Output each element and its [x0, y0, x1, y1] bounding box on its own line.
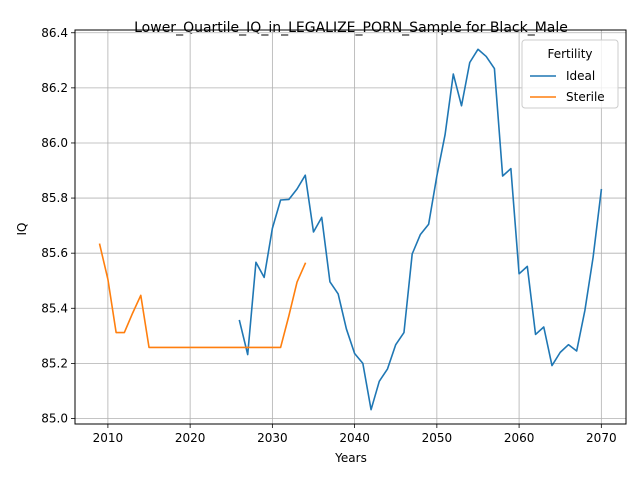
y-tick-label: 86.0 — [41, 136, 68, 150]
y-tick-label: 85.4 — [41, 301, 68, 315]
legend-box — [521, 39, 619, 109]
y-axis-label: IQ — [15, 223, 29, 236]
y-tick-label: 86.4 — [41, 26, 68, 40]
x-tick-label: 2020 — [175, 431, 206, 445]
y-tick-label: 85.8 — [41, 191, 68, 205]
x-tick-label: 2030 — [257, 431, 288, 445]
legend: Fertility Ideal Sterile — [521, 39, 619, 109]
y-tick-label: 85.2 — [41, 356, 68, 370]
chart-title: Lower_Quartile_IQ_in_LEGALIZE_PORN_Sampl… — [134, 20, 568, 36]
x-tick-label: 2010 — [93, 431, 124, 445]
x-tick-label: 2060 — [504, 431, 535, 445]
x-tick-label: 2050 — [422, 431, 453, 445]
grid-lines — [75, 30, 626, 424]
x-axis-ticks: 2010 2020 2030 2040 2050 2060 2070 — [93, 424, 617, 445]
y-tick-label: 85.0 — [41, 411, 68, 425]
series-line-sterile — [98, 243, 307, 349]
x-tick-label: 2070 — [586, 431, 617, 445]
series-line-ideal — [238, 48, 603, 411]
y-tick-label: 86.2 — [41, 81, 68, 95]
series-layer — [98, 48, 603, 411]
y-tick-label: 85.6 — [41, 246, 68, 260]
legend-label-ideal: Ideal — [566, 69, 595, 83]
axes-frame — [74, 29, 627, 425]
x-tick-label: 2040 — [339, 431, 370, 445]
legend-label-sterile: Sterile — [566, 90, 605, 104]
legend-title: Fertility — [547, 47, 592, 61]
x-axis-label: Years — [334, 451, 367, 465]
y-axis-ticks: 85.0 85.2 85.4 85.6 85.8 86.0 86.2 86.4 — [41, 26, 75, 425]
